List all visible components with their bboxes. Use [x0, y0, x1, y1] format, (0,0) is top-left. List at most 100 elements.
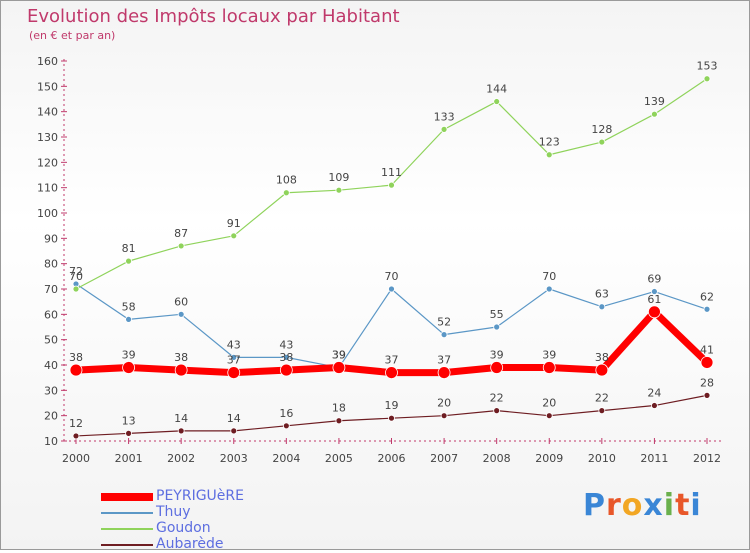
series-peyrigu-re-point: [227, 366, 241, 380]
x-tick-label: 2007: [430, 452, 458, 465]
series-peyrigu-re-value-label: 41: [700, 343, 714, 356]
x-tick-label: 2000: [62, 452, 90, 465]
proxiti-logo: Proxiti: [583, 488, 702, 523]
series-goudon-point: [388, 181, 395, 189]
y-tick-label: 110: [37, 182, 58, 195]
series-thuy-point: [388, 285, 395, 293]
y-tick-label: 90: [44, 232, 58, 245]
series-peyrigu-re-value-label: 38: [279, 351, 293, 364]
series-aubar-de-point: [388, 414, 395, 422]
series-thuy-value-label: 70: [385, 270, 399, 283]
series-peyrigu-re-value-label: 39: [122, 349, 136, 362]
series-thuy-value-label: 55: [490, 308, 504, 321]
series-peyrigu-re-point: [279, 363, 293, 377]
series-peyrigu-re-point: [648, 305, 661, 319]
series-aubar-de-value-label: 28: [700, 376, 714, 389]
series-aubar-de-value-label: 19: [385, 399, 399, 412]
series-thuy-point: [440, 331, 448, 339]
y-tick-label: 20: [44, 410, 58, 423]
series-goudon-point: [177, 242, 185, 250]
y-tick-label: 130: [37, 131, 58, 144]
series-goudon-value-label: 87: [174, 227, 188, 240]
series-aubar-de-value-label: 13: [122, 414, 136, 427]
series-goudon-point: [230, 232, 238, 240]
series-goudon-value-label: 139: [644, 95, 665, 108]
logo-letter: t: [675, 488, 691, 523]
x-tick-label: 2003: [220, 452, 248, 465]
series-goudon-value-label: 123: [539, 136, 560, 149]
series-goudon-point: [335, 186, 343, 194]
series-goudon-point: [72, 285, 80, 293]
x-tick-label: 2008: [483, 452, 511, 465]
series-peyrigu-re-value-label: 38: [69, 351, 83, 364]
series-peyrigu-re-point: [122, 361, 135, 374]
series-aubar-de-point: [651, 402, 658, 409]
legend-label: Thuy: [156, 504, 191, 520]
y-tick-label: 50: [44, 334, 58, 347]
series-goudon-value-label: 133: [434, 110, 455, 123]
series-aubar-de-value-label: 22: [595, 392, 609, 405]
series-thuy-value-label: 60: [174, 295, 188, 308]
x-tick-label: 2001: [115, 452, 143, 465]
logo-letter: i: [663, 488, 676, 523]
x-tick-label: 2004: [272, 452, 300, 465]
x-tick-label: 2012: [693, 452, 721, 465]
series-aubar-de-value-label: 14: [227, 412, 241, 425]
x-tick-label: 2005: [325, 452, 353, 465]
series-peyrigu-re-value-label: 61: [647, 293, 661, 306]
series-aubar-de-point: [230, 427, 238, 435]
series-peyrigu-re-value-label: 38: [595, 351, 609, 364]
series-goudon-value-label: 108: [276, 174, 297, 187]
x-tick-label: 2006: [378, 452, 406, 465]
series-peyrigu-re-value-label: 37: [385, 354, 399, 367]
series-aubar-de-point: [125, 429, 132, 437]
legend-label: Goudon: [156, 520, 211, 536]
y-tick-label: 150: [37, 80, 58, 93]
series-peyrigu-re-point: [542, 361, 556, 374]
series-peyrigu-re-value-label: 38: [174, 351, 188, 364]
series-aubar-de-value-label: 12: [69, 417, 83, 430]
x-tick-label: 2010: [588, 452, 616, 465]
series-goudon-point: [282, 189, 290, 197]
logo-letter: r: [606, 488, 622, 523]
legend-label: Aubarède: [156, 536, 224, 552]
series-thuy-point: [545, 285, 553, 293]
series-goudon-value-label: 70: [69, 270, 83, 283]
y-tick-label: 60: [44, 308, 58, 321]
series-aubar-de-value-label: 18: [332, 402, 346, 415]
series-peyrigu-re-value-label: 39: [332, 349, 346, 362]
series-peyrigu-re-point: [69, 363, 83, 377]
series-thuy-point: [651, 288, 658, 295]
series-thuy-point: [703, 305, 711, 313]
series-goudon-point: [125, 257, 132, 265]
series-goudon-value-label: 109: [328, 171, 349, 184]
y-tick-label: 80: [44, 258, 58, 271]
series-goudon-value-label: 81: [122, 242, 136, 255]
legend-swatch: [101, 493, 153, 501]
x-tick-label: 2002: [167, 452, 195, 465]
series-thuy-value-label: 63: [595, 288, 609, 301]
series-aubar-de-point: [440, 412, 448, 420]
series-peyrigu-re-point: [385, 366, 398, 380]
chart-subtitle: (en € et par an): [29, 29, 116, 42]
y-tick-label: 30: [44, 384, 58, 397]
series-aubar-de-value-label: 16: [279, 407, 293, 420]
series-goudon-point: [598, 138, 606, 146]
series-aubar-de-point: [493, 407, 501, 415]
y-tick-label: 100: [37, 207, 58, 220]
series-thuy-value-label: 43: [227, 338, 241, 351]
series-peyrigu-re-point: [595, 363, 609, 377]
series-thuy-value-label: 70: [542, 270, 556, 283]
series-aubar-de-point: [335, 417, 343, 425]
x-tick-label: 2009: [535, 452, 563, 465]
series-goudon-point: [493, 98, 501, 105]
series-thuy-point: [598, 303, 606, 311]
series-thuy-value-label: 69: [647, 273, 661, 286]
y-tick-label: 120: [37, 156, 58, 169]
series-thuy-value-label: 58: [122, 300, 136, 313]
series-goudon-value-label: 144: [486, 83, 507, 96]
y-tick-label: 140: [37, 106, 58, 119]
series-peyrigu-re-value-label: 39: [542, 349, 556, 362]
series-aubar-de-point: [703, 391, 711, 399]
